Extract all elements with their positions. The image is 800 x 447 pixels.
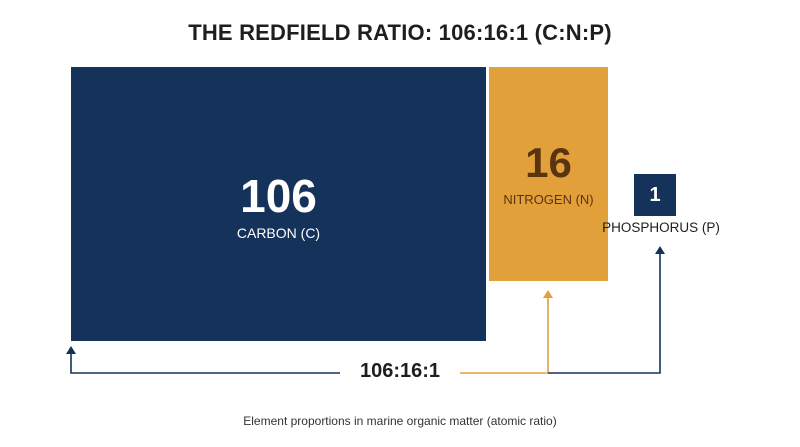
- carbon-arrowhead: [66, 346, 76, 354]
- phosphorus-label: PHOSPHORUS (P): [602, 220, 720, 235]
- nitrogen-box: 16 NITROGEN (N): [489, 67, 608, 281]
- carbon-box: 106 CARBON (C): [71, 67, 486, 341]
- nitrogen-label: NITROGEN (N): [503, 191, 594, 207]
- carbon-connector: [70, 352, 345, 374]
- phosphorus-connector: [548, 252, 661, 374]
- nitrogen-value: 16: [525, 138, 572, 186]
- nitrogen-arrowhead: [543, 290, 553, 298]
- phosphorus-value: 1: [649, 184, 661, 206]
- carbon-value: 106: [240, 170, 317, 222]
- diagram-caption: Element proportions in marine organic ma…: [243, 414, 557, 428]
- ratio-label: 106:16:1: [340, 360, 460, 383]
- phosphorus-box: 1: [634, 174, 676, 216]
- diagram-title: THE REDFIELD RATIO: 106:16:1 (C:N:P): [188, 20, 612, 45]
- carbon-label: CARBON (C): [236, 225, 321, 241]
- phosphorus-arrowhead: [655, 246, 665, 254]
